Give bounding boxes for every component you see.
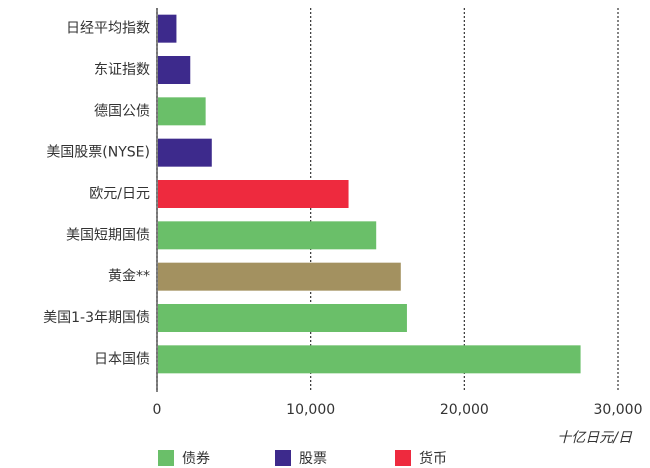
x-tick-label: 20,000 [440,402,489,418]
bar [158,262,401,291]
legend-swatch [275,450,291,466]
bar [158,14,177,43]
legend-label: 货币 [419,450,447,467]
y-tick-label: 美国股票(NYSE) [46,145,150,161]
y-tick-label: 东证指数 [94,62,150,78]
legend-swatch [158,450,174,466]
legend-swatch [395,450,411,466]
bar [158,345,581,374]
y-tick-label: 德国公债 [94,103,150,119]
y-tick-label: 美国1-3年期国债 [43,310,150,326]
x-tick-label: 10,000 [286,402,335,418]
x-tick-label: 0 [153,402,162,418]
y-tick-label: 日本国债 [94,351,150,367]
legend-label: 债券 [182,451,210,467]
y-tick-label: 黄金** [108,268,150,285]
x-tick-label: 30,000 [594,402,643,418]
bar [158,304,407,332]
bar [158,97,206,126]
x-axis-label: 十亿日元/日 [557,430,633,446]
bar [158,138,212,167]
bar [158,56,191,84]
y-tick-label: 日经平均指数 [66,21,150,37]
legend-label: 股票 [299,451,327,467]
bar [158,180,349,208]
y-tick-label: 美国短期国债 [66,227,150,243]
y-tick-label: 欧元/日元 [89,186,150,202]
bar [158,221,377,250]
